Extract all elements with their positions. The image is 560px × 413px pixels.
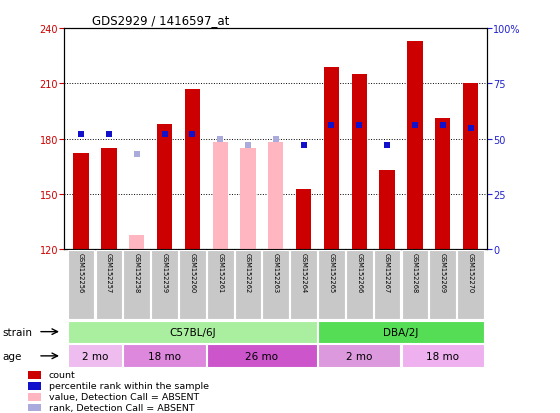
FancyBboxPatch shape: [179, 251, 206, 319]
Bar: [27, 393, 41, 401]
Text: GSM152261: GSM152261: [217, 252, 223, 292]
FancyBboxPatch shape: [402, 344, 484, 368]
Bar: [296, 189, 311, 250]
Text: 18 mo: 18 mo: [426, 351, 459, 361]
Text: GSM152262: GSM152262: [245, 252, 251, 292]
Text: percentile rank within the sample: percentile rank within the sample: [49, 382, 209, 390]
Text: GSM152267: GSM152267: [384, 252, 390, 292]
FancyBboxPatch shape: [290, 251, 317, 319]
FancyBboxPatch shape: [123, 344, 206, 368]
Bar: [27, 404, 41, 411]
Bar: [185, 90, 200, 250]
FancyBboxPatch shape: [96, 251, 122, 319]
FancyBboxPatch shape: [235, 251, 262, 319]
Text: GSM152260: GSM152260: [189, 252, 195, 292]
FancyBboxPatch shape: [402, 251, 428, 319]
Text: 2 mo: 2 mo: [82, 351, 108, 361]
Text: rank, Detection Call = ABSENT: rank, Detection Call = ABSENT: [49, 403, 194, 412]
FancyBboxPatch shape: [68, 321, 317, 343]
Bar: [240, 149, 255, 250]
Text: GSM152265: GSM152265: [328, 252, 334, 292]
Bar: [101, 149, 116, 250]
Bar: [268, 143, 283, 250]
Text: 2 mo: 2 mo: [346, 351, 372, 361]
Text: GSM152266: GSM152266: [356, 252, 362, 292]
FancyBboxPatch shape: [318, 251, 345, 319]
FancyBboxPatch shape: [346, 251, 372, 319]
Bar: [73, 154, 88, 250]
FancyBboxPatch shape: [374, 251, 400, 319]
Text: GSM152263: GSM152263: [273, 252, 279, 292]
FancyBboxPatch shape: [318, 344, 400, 368]
Text: 26 mo: 26 mo: [245, 351, 278, 361]
FancyBboxPatch shape: [457, 251, 484, 319]
Bar: [407, 42, 423, 250]
Bar: [27, 371, 41, 379]
Text: GSM152269: GSM152269: [440, 252, 446, 292]
Bar: [352, 75, 367, 250]
Bar: [212, 143, 228, 250]
Text: GSM152257: GSM152257: [106, 252, 112, 292]
Bar: [27, 382, 41, 390]
Text: GSM152256: GSM152256: [78, 252, 84, 292]
Bar: [435, 119, 450, 250]
Text: GSM152264: GSM152264: [301, 252, 307, 292]
Text: GSM152258: GSM152258: [134, 252, 140, 292]
Text: GSM152268: GSM152268: [412, 252, 418, 292]
Text: count: count: [49, 370, 76, 380]
Bar: [157, 125, 172, 250]
FancyBboxPatch shape: [151, 251, 178, 319]
FancyBboxPatch shape: [263, 251, 289, 319]
Text: age: age: [3, 351, 22, 361]
FancyBboxPatch shape: [68, 251, 95, 319]
FancyBboxPatch shape: [207, 344, 317, 368]
Bar: [129, 235, 144, 250]
Bar: [324, 68, 339, 250]
FancyBboxPatch shape: [123, 251, 150, 319]
FancyBboxPatch shape: [68, 344, 122, 368]
FancyBboxPatch shape: [430, 251, 456, 319]
FancyBboxPatch shape: [207, 251, 234, 319]
Text: C57BL/6J: C57BL/6J: [169, 327, 216, 337]
Text: strain: strain: [3, 327, 33, 337]
Text: DBA/2J: DBA/2J: [383, 327, 419, 337]
Text: GSM152259: GSM152259: [161, 252, 167, 292]
Bar: [463, 84, 478, 250]
FancyBboxPatch shape: [318, 321, 484, 343]
Bar: [380, 171, 395, 250]
Text: GDS2929 / 1416597_at: GDS2929 / 1416597_at: [92, 14, 230, 27]
Text: value, Detection Call = ABSENT: value, Detection Call = ABSENT: [49, 392, 199, 401]
Text: GSM152270: GSM152270: [468, 252, 474, 292]
Text: 18 mo: 18 mo: [148, 351, 181, 361]
